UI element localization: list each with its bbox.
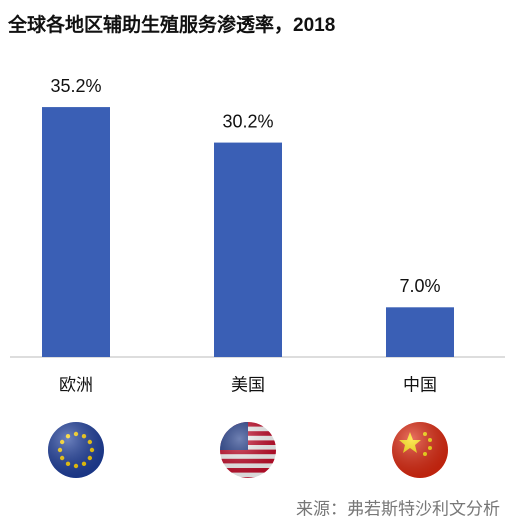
flag-eu [48, 422, 104, 478]
x-tick-label: 欧洲 [59, 375, 93, 394]
chart-title: 全球各地区辅助生殖服务渗透率，2018 [7, 13, 335, 36]
flag-cn [392, 422, 448, 478]
bar [214, 142, 282, 357]
bar [42, 107, 110, 357]
bar [386, 307, 454, 357]
source-note: 来源：弗若斯特沙利文分析 [296, 499, 500, 518]
value-label: 30.2% [222, 111, 273, 131]
flag-us [220, 422, 276, 478]
x-tick-label: 中国 [403, 375, 437, 394]
value-label: 35.2% [50, 76, 101, 96]
value-label: 7.0% [399, 276, 440, 296]
x-tick-label: 美国 [231, 375, 265, 394]
